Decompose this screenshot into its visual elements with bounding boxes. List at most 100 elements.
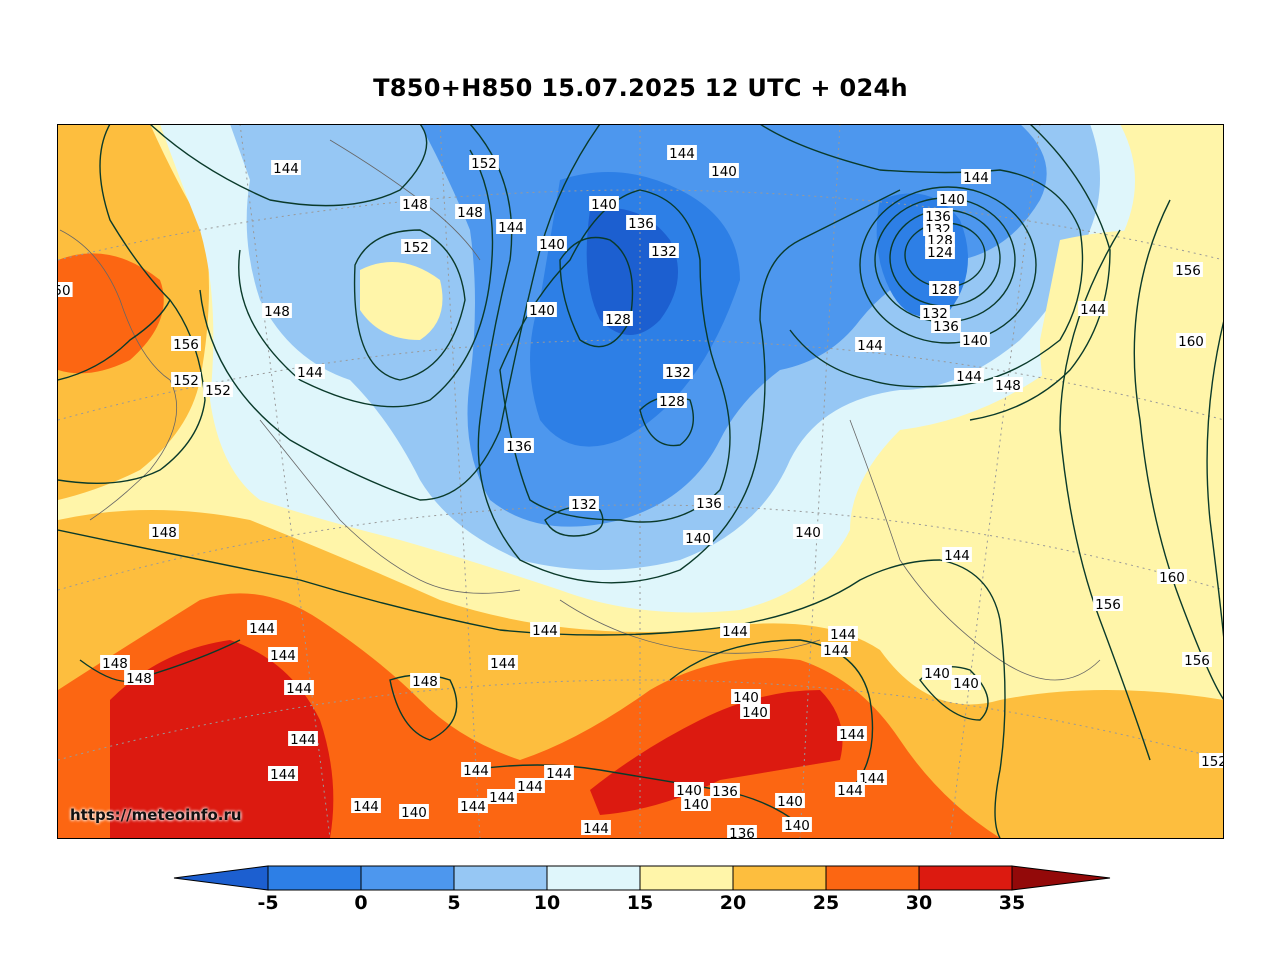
contour-label: 140 — [399, 804, 429, 821]
svg-text:144: 144 — [270, 767, 296, 783]
colorbar-segment — [546, 865, 641, 891]
svg-text:144: 144 — [249, 621, 275, 637]
contour-label: 156 — [1173, 262, 1203, 279]
svg-text:152: 152 — [173, 373, 199, 389]
contour-label: 148 — [400, 196, 430, 213]
colorbar-segment — [453, 865, 548, 891]
contour-label: 148 — [455, 204, 485, 221]
svg-text:144: 144 — [489, 790, 515, 806]
coastlines — [59, 139, 1101, 681]
svg-text:160: 160 — [1178, 334, 1204, 350]
svg-text:144: 144 — [722, 624, 748, 640]
contour-label: 144 — [837, 726, 867, 743]
contour-label: 148 — [262, 303, 292, 320]
contour-label: 152 — [469, 155, 499, 172]
svg-text:144: 144 — [463, 763, 489, 779]
contour-label: 148 — [993, 377, 1023, 394]
colorbar-extend-high — [1011, 865, 1111, 891]
map-panel: 144 152 148 148 152 144 140 140 144 140 136 132 144 1… — [58, 124, 1224, 838]
svg-text:136: 136 — [696, 496, 722, 512]
colorbar-segment — [639, 865, 734, 891]
contour-label: 144 — [857, 770, 887, 787]
svg-text:140: 140 — [591, 197, 617, 213]
contour-label: 144 — [487, 789, 517, 806]
contour-label: 144 — [581, 820, 611, 837]
svg-text:144: 144 — [460, 799, 486, 815]
temperature-colorbar — [173, 865, 1111, 891]
contour-label: 144 — [268, 647, 298, 664]
contour-label: 144 — [351, 798, 381, 815]
svg-text:136: 136 — [712, 784, 738, 800]
svg-text:152: 152 — [471, 156, 497, 172]
svg-text:144: 144 — [273, 161, 299, 177]
contour-label: 144 — [496, 219, 526, 236]
contour-label: 140 — [793, 524, 823, 541]
svg-text:140: 140 — [676, 783, 702, 799]
svg-text:144: 144 — [498, 220, 524, 236]
contour-label: 140 — [937, 191, 967, 208]
contour-label: 136 — [727, 825, 757, 838]
svg-text:156: 156 — [173, 337, 199, 353]
svg-text:144: 144 — [963, 170, 989, 186]
colorbar-tick-label: 25 — [812, 892, 840, 914]
colorbar-segment — [267, 865, 362, 891]
svg-text:132: 132 — [651, 244, 677, 260]
watermark-url: https://meteoinfo.ru — [70, 806, 242, 824]
contour-label: 140 — [731, 689, 761, 706]
svg-text:156: 156 — [1095, 597, 1121, 613]
contour-label: 144 — [488, 655, 518, 672]
svg-text:144: 144 — [490, 656, 516, 672]
contour-label: 144 — [295, 364, 325, 381]
contour-label: 140 — [527, 302, 557, 319]
svg-text:136: 136 — [729, 826, 755, 838]
svg-text:140: 140 — [962, 333, 988, 349]
svg-text:148: 148 — [264, 304, 290, 320]
contour-label: 144 — [271, 160, 301, 177]
svg-text:144: 144 — [669, 146, 695, 162]
svg-text:140: 140 — [784, 818, 810, 834]
contour-label: 140 — [960, 332, 990, 349]
contour-label: 144 — [821, 642, 851, 659]
contour-label: 144 — [288, 731, 318, 748]
contour-label: 156 — [1093, 596, 1123, 613]
contour-label: 136 — [931, 318, 961, 335]
svg-text:144: 144 — [823, 643, 849, 659]
contour-label: 140 — [537, 236, 567, 253]
colorbar-tick-label: 15 — [626, 892, 654, 914]
contour-label: 140 — [782, 817, 812, 834]
svg-text:152: 152 — [205, 383, 231, 399]
contour-label: 140 — [681, 796, 711, 813]
svg-text:144: 144 — [270, 648, 296, 664]
svg-text:144: 144 — [956, 369, 982, 385]
svg-text:140: 140 — [777, 794, 803, 810]
svg-text:140: 140 — [939, 192, 965, 208]
contour-label: 128 — [929, 281, 959, 298]
contour-label: 140 — [589, 196, 619, 213]
svg-text:144: 144 — [583, 821, 609, 837]
contour-label: 152 — [203, 382, 233, 399]
contour-label: 144 — [458, 798, 488, 815]
contour-label: 160 — [1157, 569, 1187, 586]
svg-text:140: 140 — [539, 237, 565, 253]
svg-text:140: 140 — [953, 676, 979, 692]
colorbar-segment — [732, 865, 827, 891]
contour-label: 140 — [775, 793, 805, 810]
svg-text:50: 50 — [58, 283, 71, 299]
svg-text:156: 156 — [1184, 653, 1210, 669]
contour-label: 144 — [530, 622, 560, 639]
svg-text:136: 136 — [506, 439, 532, 455]
contour-label: 140 — [922, 665, 952, 682]
contour-label: 132 — [569, 496, 599, 513]
colorbar-tick-label: 5 — [447, 892, 461, 914]
svg-text:156: 156 — [1175, 263, 1201, 279]
svg-text:140: 140 — [683, 797, 709, 813]
contour-label: 148 — [149, 524, 179, 541]
colorbar-tick-label: 10 — [533, 892, 561, 914]
svg-text:144: 144 — [839, 727, 865, 743]
svg-text:144: 144 — [286, 681, 312, 697]
contour-label: 144 — [247, 620, 277, 637]
svg-text:140: 140 — [529, 303, 555, 319]
contour-label: 144 — [515, 778, 545, 795]
contour-label: 152 — [171, 372, 201, 389]
contour-label: 136 — [694, 495, 724, 512]
